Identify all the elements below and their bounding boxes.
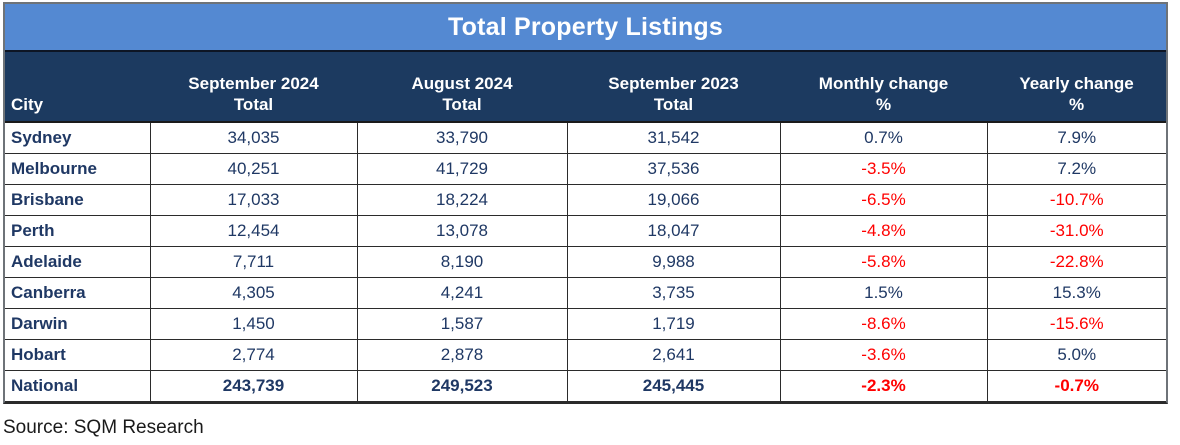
city-cell: Perth <box>5 214 151 247</box>
city-cell: Brisbane <box>5 183 151 216</box>
aug2024-total-cell: 4,241 <box>356 276 568 309</box>
header-monthly-line2: % <box>875 95 892 114</box>
monthly-change-cell: -5.8% <box>779 245 988 278</box>
sep2024-total-cell: 34,035 <box>149 121 358 154</box>
sep2023-total-cell: 9,988 <box>566 245 781 278</box>
monthly-change-cell: -3.5% <box>779 152 988 185</box>
table-row: Brisbane 17,033 18,224 19,066 -6.5% -10.… <box>5 183 1166 216</box>
column-header-sep2024: September 2024 Total <box>150 52 357 122</box>
sep2023-total-cell: 3,735 <box>566 276 781 309</box>
yearly-change-cell: -0.7% <box>986 369 1166 402</box>
header-row: City September 2024 Total August 2024 To… <box>5 52 1166 122</box>
city-cell: National <box>5 369 151 402</box>
sep2023-total-cell: 1,719 <box>566 307 781 340</box>
table-body: Sydney 34,035 33,790 31,542 0.7% 7.9% Me… <box>5 121 1166 402</box>
table-header: City September 2024 Total August 2024 To… <box>5 52 1166 122</box>
property-listings-table: Total Property Listings City September 2… <box>3 2 1168 404</box>
aug2024-total-cell: 33,790 <box>356 121 568 154</box>
aug2024-total-cell: 8,190 <box>356 245 568 278</box>
monthly-change-cell: -2.3% <box>779 369 988 402</box>
table-row: Sydney 34,035 33,790 31,542 0.7% 7.9% <box>5 121 1166 154</box>
header-sep2024-line1: September 2024 <box>188 74 319 93</box>
header-sep2024-line2: Total <box>233 95 274 114</box>
sep2023-total-cell: 37,536 <box>566 152 781 185</box>
monthly-change-cell: -6.5% <box>779 183 988 216</box>
sep2023-total-cell: 31,542 <box>566 121 781 154</box>
table-row: National 243,739 249,523 245,445 -2.3% -… <box>5 369 1166 402</box>
aug2024-total-cell: 13,078 <box>356 214 568 247</box>
city-cell: Canberra <box>5 276 151 309</box>
aug2024-total-cell: 249,523 <box>356 369 568 402</box>
table-row: Perth 12,454 13,078 18,047 -4.8% -31.0% <box>5 214 1166 247</box>
aug2024-total-cell: 18,224 <box>356 183 568 216</box>
aug2024-total-cell: 1,587 <box>356 307 568 340</box>
column-header-sep2023: September 2023 Total <box>567 52 780 122</box>
table-row: Hobart 2,774 2,878 2,641 -3.6% 5.0% <box>5 338 1166 371</box>
city-cell: Adelaide <box>5 245 151 278</box>
yearly-change-cell: 7.9% <box>986 121 1166 154</box>
monthly-change-cell: 0.7% <box>779 121 988 154</box>
header-sep2023-line1: September 2023 <box>608 74 739 93</box>
table-row: Melbourne 40,251 41,729 37,536 -3.5% 7.2… <box>5 152 1166 185</box>
sep2023-total-cell: 18,047 <box>566 214 781 247</box>
monthly-change-cell: -8.6% <box>779 307 988 340</box>
table-row: Darwin 1,450 1,587 1,719 -8.6% -15.6% <box>5 307 1166 340</box>
city-cell: Hobart <box>5 338 151 371</box>
column-header-yearly-change: Yearly change % <box>987 52 1166 122</box>
monthly-change-cell: -3.6% <box>779 338 988 371</box>
yearly-change-cell: -10.7% <box>986 183 1166 216</box>
sep2024-total-cell: 17,033 <box>149 183 358 216</box>
aug2024-total-cell: 2,878 <box>356 338 568 371</box>
yearly-change-cell: -15.6% <box>986 307 1166 340</box>
header-city-label: City <box>11 95 44 114</box>
sep2023-total-cell: 19,066 <box>566 183 781 216</box>
city-cell: Darwin <box>5 307 151 340</box>
yearly-change-cell: 5.0% <box>986 338 1166 371</box>
monthly-change-cell: 1.5% <box>779 276 988 309</box>
listings-table: City September 2024 Total August 2024 To… <box>5 52 1166 402</box>
table-row: Canberra 4,305 4,241 3,735 1.5% 15.3% <box>5 276 1166 309</box>
monthly-change-cell: -4.8% <box>779 214 988 247</box>
yearly-change-cell: -22.8% <box>986 245 1166 278</box>
table-title: Total Property Listings <box>448 12 723 41</box>
yearly-change-cell: 7.2% <box>986 152 1166 185</box>
yearly-change-cell: -31.0% <box>986 214 1166 247</box>
sep2024-total-cell: 12,454 <box>149 214 358 247</box>
header-aug2024-line2: Total <box>442 95 482 114</box>
sep2024-total-cell: 243,739 <box>149 369 358 402</box>
yearly-change-cell: 15.3% <box>986 276 1166 309</box>
sep2024-total-cell: 40,251 <box>149 152 358 185</box>
header-yearly-line1: Yearly change <box>1019 74 1134 93</box>
city-cell: Sydney <box>5 121 151 154</box>
table-title-bar: Total Property Listings <box>5 4 1166 52</box>
table-row: Adelaide 7,711 8,190 9,988 -5.8% -22.8% <box>5 245 1166 278</box>
header-yearly-line2: % <box>1068 95 1085 114</box>
source-attribution: Source: SQM Research <box>3 417 204 438</box>
header-aug2024-line1: August 2024 <box>411 74 513 93</box>
column-header-city: City <box>5 52 150 122</box>
sep2024-total-cell: 2,774 <box>149 338 358 371</box>
column-header-aug2024: August 2024 Total <box>357 52 567 122</box>
city-cell: Melbourne <box>5 152 151 185</box>
column-header-monthly-change: Monthly change % <box>780 52 987 122</box>
header-sep2023-line2: Total <box>653 95 694 114</box>
header-monthly-line1: Monthly change <box>818 74 949 93</box>
sep2024-total-cell: 4,305 <box>149 276 358 309</box>
aug2024-total-cell: 41,729 <box>356 152 568 185</box>
sep2023-total-cell: 245,445 <box>566 369 781 402</box>
sep2024-total-cell: 1,450 <box>149 307 358 340</box>
sep2024-total-cell: 7,711 <box>149 245 358 278</box>
sep2023-total-cell: 2,641 <box>566 338 781 371</box>
